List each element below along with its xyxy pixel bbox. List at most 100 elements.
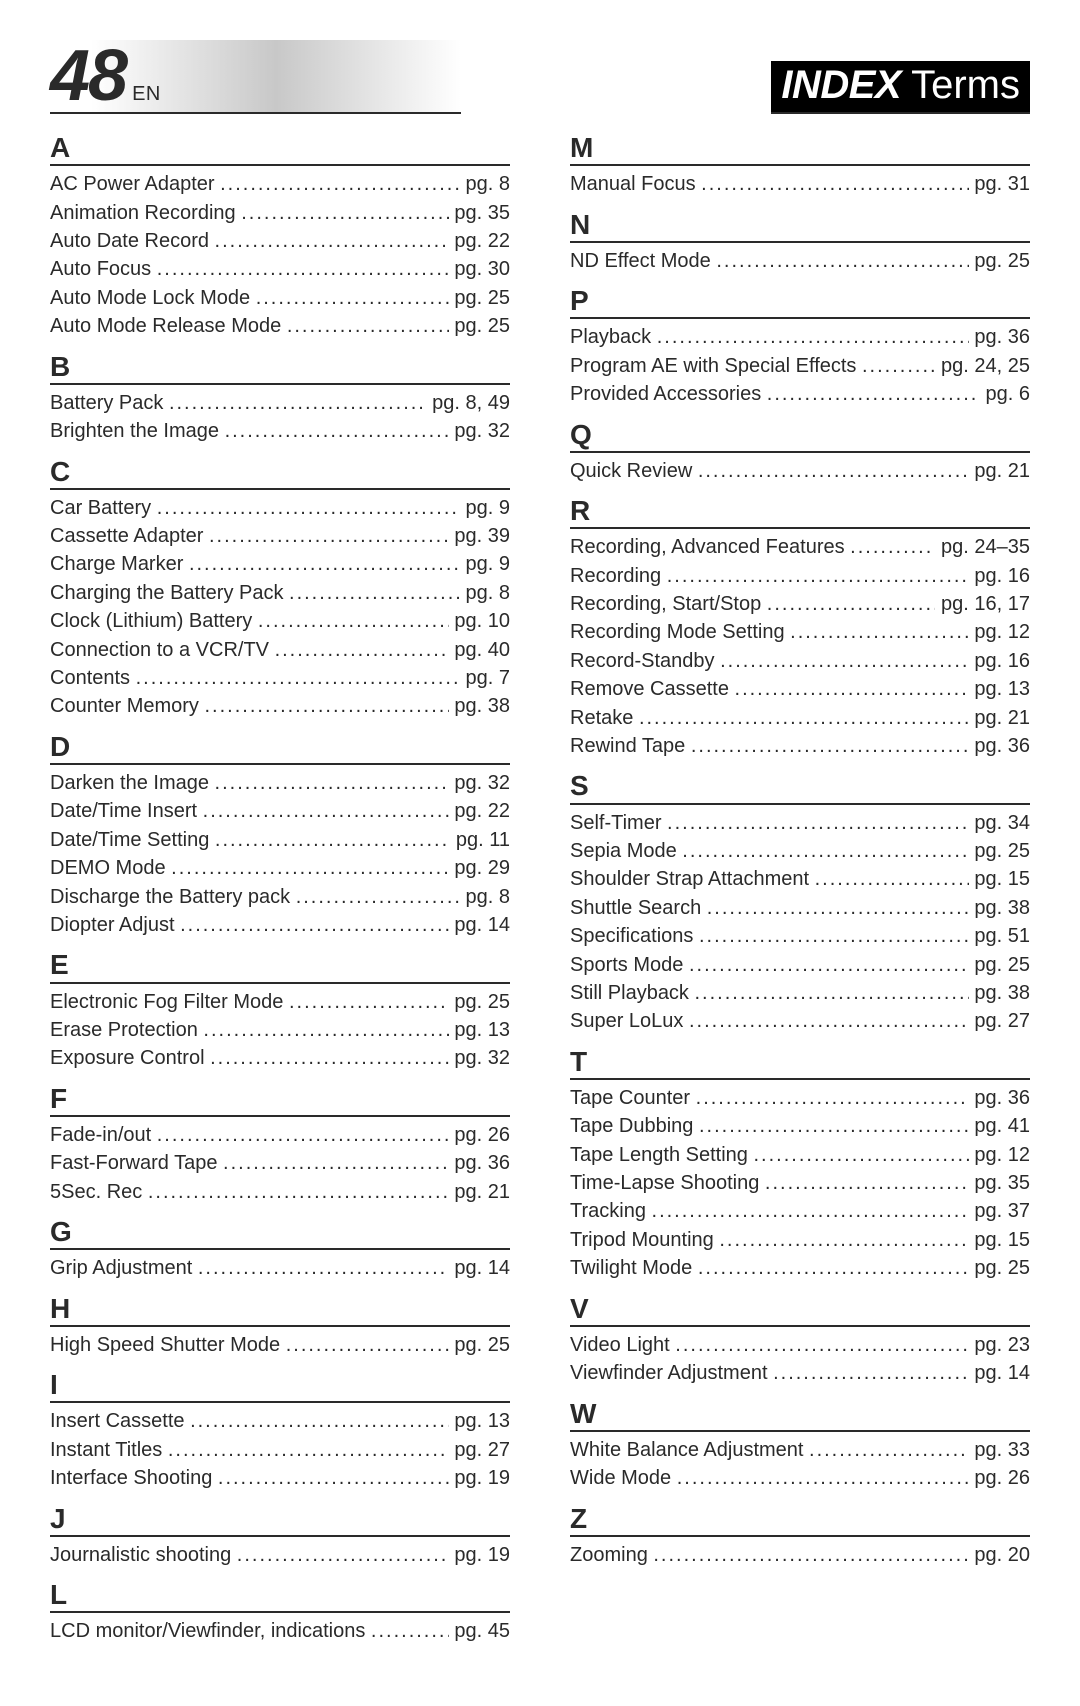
index-term: Fast-Forward Tape bbox=[50, 1149, 223, 1177]
index-entry: Manual Focus pg. 31 bbox=[570, 170, 1030, 198]
index-page-ref: pg. 40 bbox=[449, 636, 510, 664]
index-term: Connection to a VCR/TV bbox=[50, 636, 275, 664]
index-page-ref: pg. 26 bbox=[449, 1121, 510, 1149]
index-page-ref: pg. 8 bbox=[460, 883, 510, 911]
leader-dots bbox=[753, 1141, 968, 1161]
index-entry: Super LoLux pg. 27 bbox=[570, 1007, 1030, 1035]
leader-dots bbox=[286, 1331, 449, 1351]
index-term: Wide Mode bbox=[570, 1464, 677, 1492]
index-page-ref: pg. 15 bbox=[969, 865, 1030, 893]
index-letter: B bbox=[50, 351, 510, 385]
index-term: ND Effect Mode bbox=[570, 247, 716, 275]
index-letter: E bbox=[50, 949, 510, 983]
index-letter: A bbox=[50, 132, 510, 166]
index-entry: Date/Time Setting pg. 11 bbox=[50, 826, 510, 854]
index-term: Tape Dubbing bbox=[570, 1112, 699, 1140]
leader-dots bbox=[258, 607, 449, 627]
leader-dots bbox=[698, 1254, 969, 1274]
index-entry: High Speed Shutter Mode pg. 25 bbox=[50, 1331, 510, 1359]
index-page-ref: pg. 22 bbox=[449, 227, 510, 255]
index-entry: Program AE with Special Effects pg. 24, … bbox=[570, 352, 1030, 380]
leader-dots bbox=[171, 854, 449, 874]
index-page-ref: pg. 13 bbox=[969, 675, 1030, 703]
index-page-ref: pg. 25 bbox=[449, 312, 510, 340]
leader-dots bbox=[809, 1436, 969, 1456]
index-entry: Darken the Image pg. 32 bbox=[50, 769, 510, 797]
index-entry: Interface Shooting pg. 19 bbox=[50, 1464, 510, 1492]
index-page-ref: pg. 25 bbox=[969, 1254, 1030, 1282]
index-entry: 5Sec. Rec pg. 21 bbox=[50, 1178, 510, 1206]
index-entry: Auto Mode Release Mode pg. 25 bbox=[50, 312, 510, 340]
index-letter: R bbox=[570, 495, 1030, 529]
index-term: High Speed Shutter Mode bbox=[50, 1331, 286, 1359]
index-entry: Auto Focus pg. 30 bbox=[50, 255, 510, 283]
page-number-block: 48 EN bbox=[50, 40, 461, 114]
title-sub: Terms bbox=[911, 63, 1020, 108]
index-page-ref: pg. 35 bbox=[969, 1169, 1030, 1197]
leader-dots bbox=[287, 312, 449, 332]
leader-dots bbox=[157, 1121, 449, 1141]
index-page-ref: pg. 39 bbox=[449, 522, 510, 550]
index-page-ref: pg. 24–35 bbox=[935, 533, 1030, 561]
index-term: Tracking bbox=[570, 1197, 652, 1225]
leader-dots bbox=[657, 323, 969, 343]
index-page-ref: pg. 35 bbox=[449, 199, 510, 227]
index-page-ref: pg. 19 bbox=[449, 1464, 510, 1492]
index-entry: Video Light pg. 23 bbox=[570, 1331, 1030, 1359]
leader-dots bbox=[667, 809, 969, 829]
index-entry: Tape Length Setting pg. 12 bbox=[570, 1141, 1030, 1169]
index-term: Date/Time Insert bbox=[50, 797, 203, 825]
index-page-ref: pg. 12 bbox=[969, 1141, 1030, 1169]
leader-dots bbox=[180, 911, 449, 931]
leader-dots bbox=[223, 1149, 449, 1169]
index-page-ref: pg. 23 bbox=[969, 1331, 1030, 1359]
index-term: Counter Memory bbox=[50, 692, 205, 720]
index-term: Auto Focus bbox=[50, 255, 157, 283]
index-letter: Q bbox=[570, 419, 1030, 453]
index-entry: Retake pg. 21 bbox=[570, 704, 1030, 732]
index-letter: C bbox=[50, 456, 510, 490]
index-entry: Clock (Lithium) Battery pg. 10 bbox=[50, 607, 510, 635]
index-entry: Tape Dubbing pg. 41 bbox=[570, 1112, 1030, 1140]
index-term: Tape Length Setting bbox=[570, 1141, 753, 1169]
page-language: EN bbox=[132, 83, 161, 106]
index-entry: AC Power Adapter pg. 8 bbox=[50, 170, 510, 198]
index-entry: Discharge the Battery pack pg. 8 bbox=[50, 883, 510, 911]
index-page-ref: pg. 12 bbox=[969, 618, 1030, 646]
leader-dots bbox=[256, 284, 449, 304]
page-number: 48 bbox=[50, 40, 126, 112]
leader-dots bbox=[689, 1007, 969, 1027]
index-entry: Auto Date Record pg. 22 bbox=[50, 227, 510, 255]
index-page-ref: pg. 36 bbox=[969, 1084, 1030, 1112]
leader-dots bbox=[691, 732, 969, 752]
index-entry: Contents pg. 7 bbox=[50, 664, 510, 692]
leader-dots bbox=[157, 255, 449, 275]
index-entry: Playback pg. 36 bbox=[570, 323, 1030, 351]
index-page-ref: pg. 22 bbox=[449, 797, 510, 825]
index-page-ref: pg. 25 bbox=[449, 284, 510, 312]
index-page-ref: pg. 6 bbox=[980, 380, 1030, 408]
index-letter: J bbox=[50, 1503, 510, 1537]
index-term: Still Playback bbox=[570, 979, 695, 1007]
leader-dots bbox=[275, 636, 449, 656]
index-entry: Date/Time Insert pg. 22 bbox=[50, 797, 510, 825]
index-entry: DEMO Mode pg. 29 bbox=[50, 854, 510, 882]
leader-dots bbox=[203, 797, 449, 817]
leader-dots bbox=[767, 380, 980, 400]
index-page-ref: pg. 32 bbox=[449, 769, 510, 797]
index-entry: Time-Lapse Shooting pg. 35 bbox=[570, 1169, 1030, 1197]
index-term: Retake bbox=[570, 704, 639, 732]
leader-dots bbox=[169, 389, 427, 409]
index-term: Remove Cassette bbox=[570, 675, 735, 703]
index-term: Sports Mode bbox=[570, 951, 689, 979]
leader-dots bbox=[205, 692, 449, 712]
leader-dots bbox=[698, 457, 969, 477]
index-page-ref: pg. 24, 25 bbox=[935, 352, 1030, 380]
leader-dots bbox=[198, 1254, 449, 1274]
leader-dots bbox=[289, 579, 460, 599]
index-letter: H bbox=[50, 1293, 510, 1327]
index-page-ref: pg. 37 bbox=[969, 1197, 1030, 1225]
index-page-ref: pg. 21 bbox=[449, 1178, 510, 1206]
index-term: 5Sec. Rec bbox=[50, 1178, 148, 1206]
index-entry: Fade-in/out pg. 26 bbox=[50, 1121, 510, 1149]
